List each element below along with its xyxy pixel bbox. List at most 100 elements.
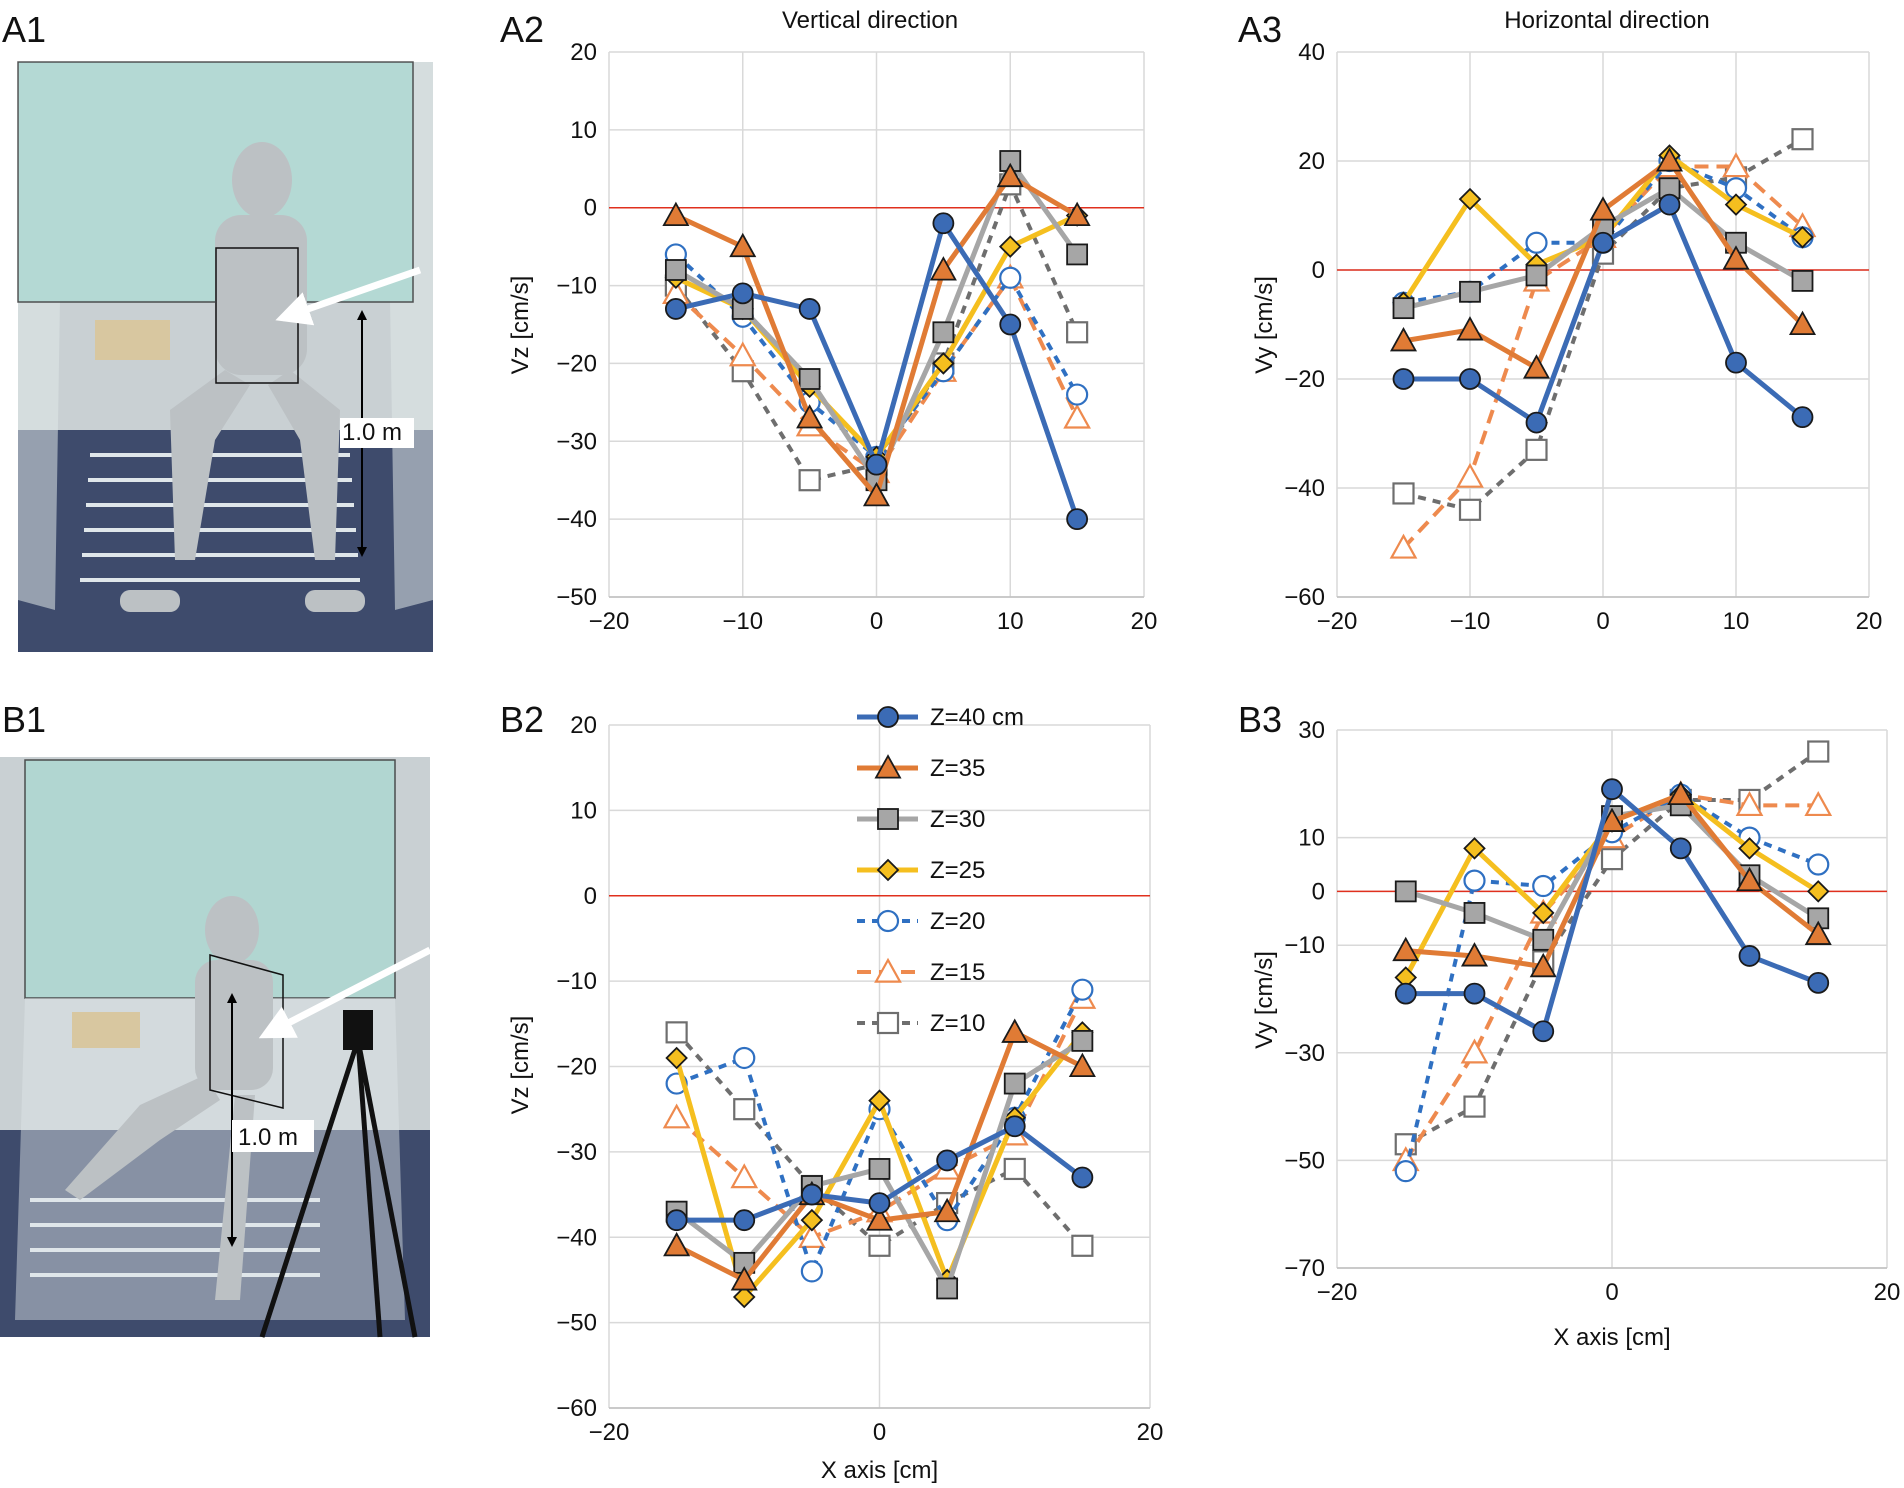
data-point	[868, 1234, 891, 1257]
y-tick-label: 0	[584, 195, 597, 222]
series-z-40-cm	[665, 1115, 1094, 1232]
chart-title: Vertical direction	[782, 7, 958, 34]
data-point	[1001, 1018, 1029, 1043]
chart-a2: −20 −10 0 10 20 −50 −40 −30 −20 −10 0 10 20 Vertical …	[507, 7, 1157, 635]
y-tick-label: −60	[556, 1395, 597, 1422]
data-point	[868, 1158, 891, 1180]
data-point	[1804, 920, 1832, 945]
y-tick-label: −10	[556, 968, 597, 995]
data-point	[664, 298, 687, 320]
data-point	[1601, 778, 1623, 801]
y-tick-label: −40	[556, 506, 597, 533]
data-point	[1791, 406, 1814, 429]
legend-label: Z=15	[930, 959, 985, 986]
data-point	[1392, 482, 1415, 505]
y-tick-label: −10	[1284, 932, 1325, 959]
x-tick-label: −20	[1317, 608, 1358, 635]
chart-b3: −20 0 20 −70 −50 −30 −10 0 10 30 Vy [cm/s] X axis […	[1251, 717, 1900, 1351]
x-tick-label: −20	[589, 1419, 630, 1446]
data-point	[1460, 1038, 1489, 1064]
pointer-arrow	[275, 266, 422, 326]
data-point	[1791, 128, 1814, 151]
distance-label-a1: 1.0 m	[342, 419, 402, 446]
panel-label-a1: A1	[2, 9, 46, 50]
y-tick-label: 30	[1298, 717, 1325, 744]
data-point	[1394, 880, 1417, 903]
grid	[608, 51, 1145, 598]
data-point	[1066, 321, 1089, 344]
y-tick-label: 20	[570, 39, 597, 66]
legend-marker	[877, 706, 899, 728]
data-point	[1532, 874, 1555, 898]
data-point	[999, 313, 1022, 336]
legend-marker	[877, 808, 899, 830]
y-tick-label: 0	[1312, 257, 1325, 284]
legend-item: Z=25	[857, 857, 985, 884]
y-tick-label: −20	[556, 350, 597, 377]
grid	[1336, 51, 1870, 598]
data-point	[1458, 498, 1482, 521]
legend-marker	[874, 957, 902, 983]
data-point	[1003, 1157, 1026, 1181]
y-tick-label: −70	[1284, 1255, 1325, 1282]
data-point	[733, 1098, 756, 1121]
data-point	[865, 1206, 894, 1231]
pointer-arrow-b	[258, 946, 432, 1039]
legend-item: Z=15	[857, 957, 985, 986]
data-point	[1735, 866, 1764, 892]
legend-label: Z=10	[930, 1010, 985, 1037]
series-z-35	[1389, 147, 1817, 379]
chart-b2: −20 0 20 −60 −50 −40 −30 −20 −10 0 10 20 Vz [cm/s] X …	[507, 712, 1163, 1484]
series-z-30	[664, 150, 1089, 492]
data-point	[1066, 508, 1089, 531]
x-tick-label: −10	[1450, 608, 1491, 635]
data-point	[733, 1209, 756, 1232]
series-z-40-cm	[1394, 778, 1830, 1043]
data-point	[800, 1208, 824, 1232]
data-point	[868, 1089, 891, 1112]
data-point	[728, 341, 757, 367]
y-tick-label: −50	[1284, 1147, 1325, 1174]
x-tick-label: 0	[870, 608, 883, 635]
data-point	[1735, 791, 1764, 817]
data-point	[1392, 297, 1415, 320]
data-point	[1392, 936, 1420, 962]
data-point	[1463, 902, 1486, 924]
y-tick-label: −60	[1284, 584, 1325, 611]
y-axis-label: Vz [cm/s]	[507, 1016, 534, 1115]
data-point	[1389, 326, 1418, 352]
data-point	[1525, 231, 1548, 254]
y-axis-label: Vz [cm/s]	[507, 276, 534, 375]
data-point	[662, 201, 690, 227]
legend-item: Z=30	[857, 806, 985, 833]
chart-title: Horizontal direction	[1504, 7, 1709, 34]
data-point	[798, 1222, 826, 1248]
data-point	[1667, 780, 1695, 806]
data-point	[865, 453, 888, 476]
legend-label: Z=25	[930, 857, 985, 884]
x-axis-label: X axis [cm]	[821, 1457, 938, 1484]
data-point	[1655, 147, 1684, 172]
distance-label-b1: 1.0 m	[238, 1124, 298, 1151]
data-point	[932, 321, 955, 344]
x-tick-label: 10	[997, 608, 1024, 635]
data-point	[932, 352, 955, 375]
data-point	[1068, 1052, 1096, 1077]
data-point	[1722, 245, 1750, 270]
data-point	[1071, 978, 1094, 1001]
data-point	[1669, 837, 1692, 860]
legend-label: Z=40 cm	[930, 704, 1024, 731]
data-point	[1525, 264, 1548, 287]
data-point	[732, 1285, 756, 1309]
data-point	[1806, 880, 1830, 903]
data-point	[1463, 1095, 1486, 1118]
x-tick-label: 20	[1874, 1279, 1901, 1306]
data-point	[1003, 1115, 1026, 1138]
data-point	[996, 162, 1024, 188]
data-point	[729, 232, 757, 258]
data-point	[1460, 942, 1489, 967]
y-tick-label: 0	[1312, 878, 1325, 905]
y-tick-label: 20	[1298, 148, 1325, 175]
y-tick-label: −50	[556, 1310, 597, 1337]
data-point	[1532, 1020, 1555, 1043]
